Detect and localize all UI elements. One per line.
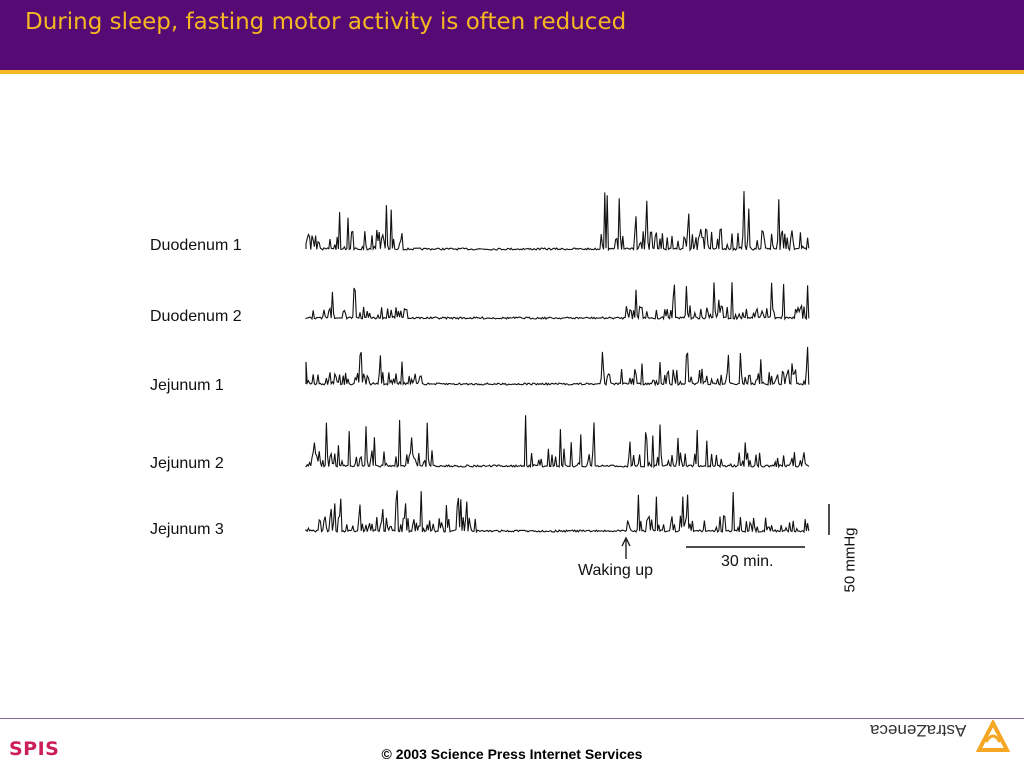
motility-figure: Duodenum 1 Duodenum 2 Jejunum 1 Jejunum … <box>140 178 870 593</box>
trace-label-jejunum-1: Jejunum 1 <box>150 377 224 394</box>
time-scale-label: 30 min. <box>721 553 774 570</box>
trace-jejunum-3 <box>305 490 810 534</box>
trace-jejunum-2 <box>305 415 810 469</box>
pressure-scale-label: 50 mmHg <box>840 521 860 599</box>
pressure-traces <box>305 191 830 559</box>
trace-label-jejunum-2: Jejunum 2 <box>150 455 224 472</box>
slide-header: During sleep, fasting motor activity is … <box>0 0 1024 74</box>
astrazeneca-logo: AstraZeneca <box>868 718 1014 758</box>
astrazeneca-logo-text: AstraZeneca <box>870 721 967 740</box>
slide-title: During sleep, fasting motor activity is … <box>25 9 627 35</box>
spis-logo: SPIS <box>9 738 60 760</box>
trace-duodenum-1 <box>305 191 810 252</box>
astrazeneca-emblem-icon <box>976 720 1010 752</box>
footer-divider <box>0 718 1024 719</box>
trace-label-duodenum-2: Duodenum 2 <box>150 308 242 325</box>
trace-duodenum-2 <box>305 282 810 321</box>
waking-up-arrow <box>621 536 631 559</box>
trace-label-duodenum-1: Duodenum 1 <box>150 237 242 254</box>
trace-jejunum-1 <box>305 346 810 387</box>
trace-label-jejunum-3: Jejunum 3 <box>150 521 224 538</box>
waking-up-label: Waking up <box>578 562 653 579</box>
copyright-text: © 2003 Science Press Internet Services <box>381 746 643 762</box>
pressure-scale-text: 50 mmHg <box>841 527 859 593</box>
